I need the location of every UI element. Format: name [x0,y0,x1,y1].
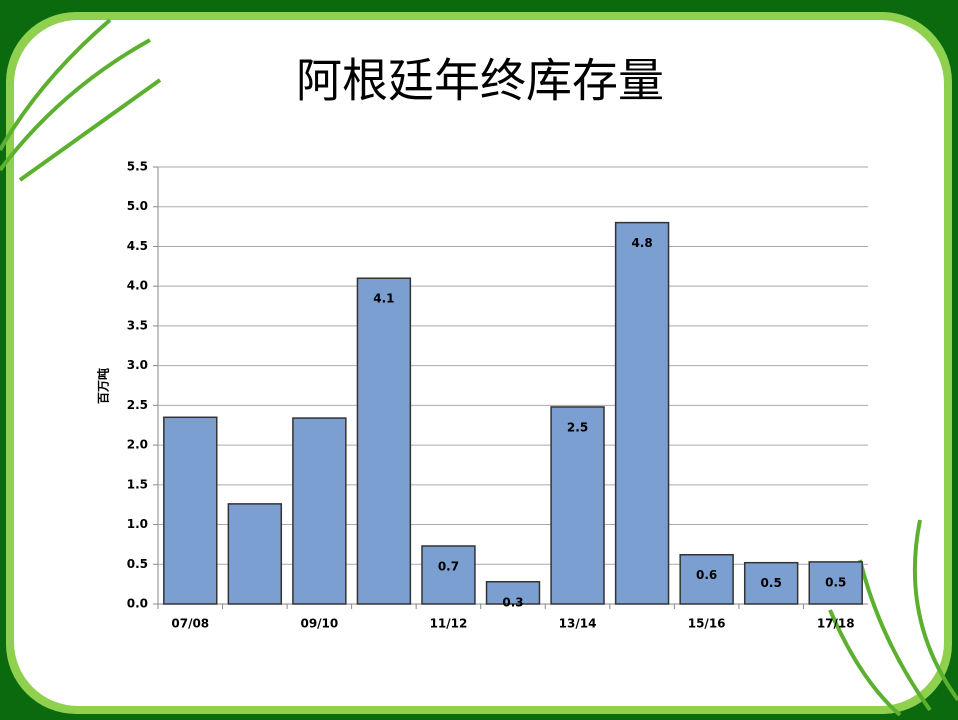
bar [293,418,346,604]
data-label: 0.3 [502,595,523,609]
bar [164,417,217,604]
y-tick-label: 0.0 [127,597,148,611]
x-tick-label: 11/12 [430,617,468,631]
x-tick-label: 13/14 [559,617,597,631]
y-tick-label: 1.0 [127,517,148,531]
data-label: 2.5 [567,420,588,434]
bar [616,223,669,604]
y-tick-label: 2.0 [127,438,148,452]
x-tick-label: 17/18 [817,617,855,631]
y-tick-label: 0.5 [127,557,148,571]
panel [14,20,944,706]
bar [228,504,281,604]
y-tick-label: 4.0 [127,279,148,293]
y-tick-label: 4.5 [127,239,148,253]
bar [357,278,410,604]
y-tick-label: 3.0 [127,358,148,372]
data-label: 0.7 [438,559,459,573]
chart-title: 阿根廷年终库存量 [296,54,664,108]
y-tick-label: 5.5 [127,160,148,174]
y-tick-label: 3.5 [127,318,148,332]
y-tick-label: 5.0 [127,199,148,213]
bar [422,546,475,604]
chart: 阿根廷年终库存量 百万吨 0.0 0.5 1.0 1.5 2.0 2.5 3.0 3.5 4.0… [0,0,958,720]
y-axis-label: 百万吨 [96,368,111,404]
data-label: 4.1 [373,292,394,306]
page: 阿根廷年终库存量 百万吨 0.0 0.5 1.0 1.5 2.0 2.5 3.0 3.5 4.0… [0,0,958,720]
data-label: 4.8 [631,236,652,250]
data-label: 0.6 [696,568,717,582]
data-label: 0.5 [825,575,846,589]
x-tick-label: 15/16 [688,617,726,631]
x-tick-label: 07/08 [171,617,209,631]
data-label: 0.5 [761,576,782,590]
x-tick-label: 09/10 [300,617,338,631]
bar [551,407,604,604]
y-tick-label: 1.5 [127,477,148,491]
y-tick-label: 2.5 [127,398,148,412]
